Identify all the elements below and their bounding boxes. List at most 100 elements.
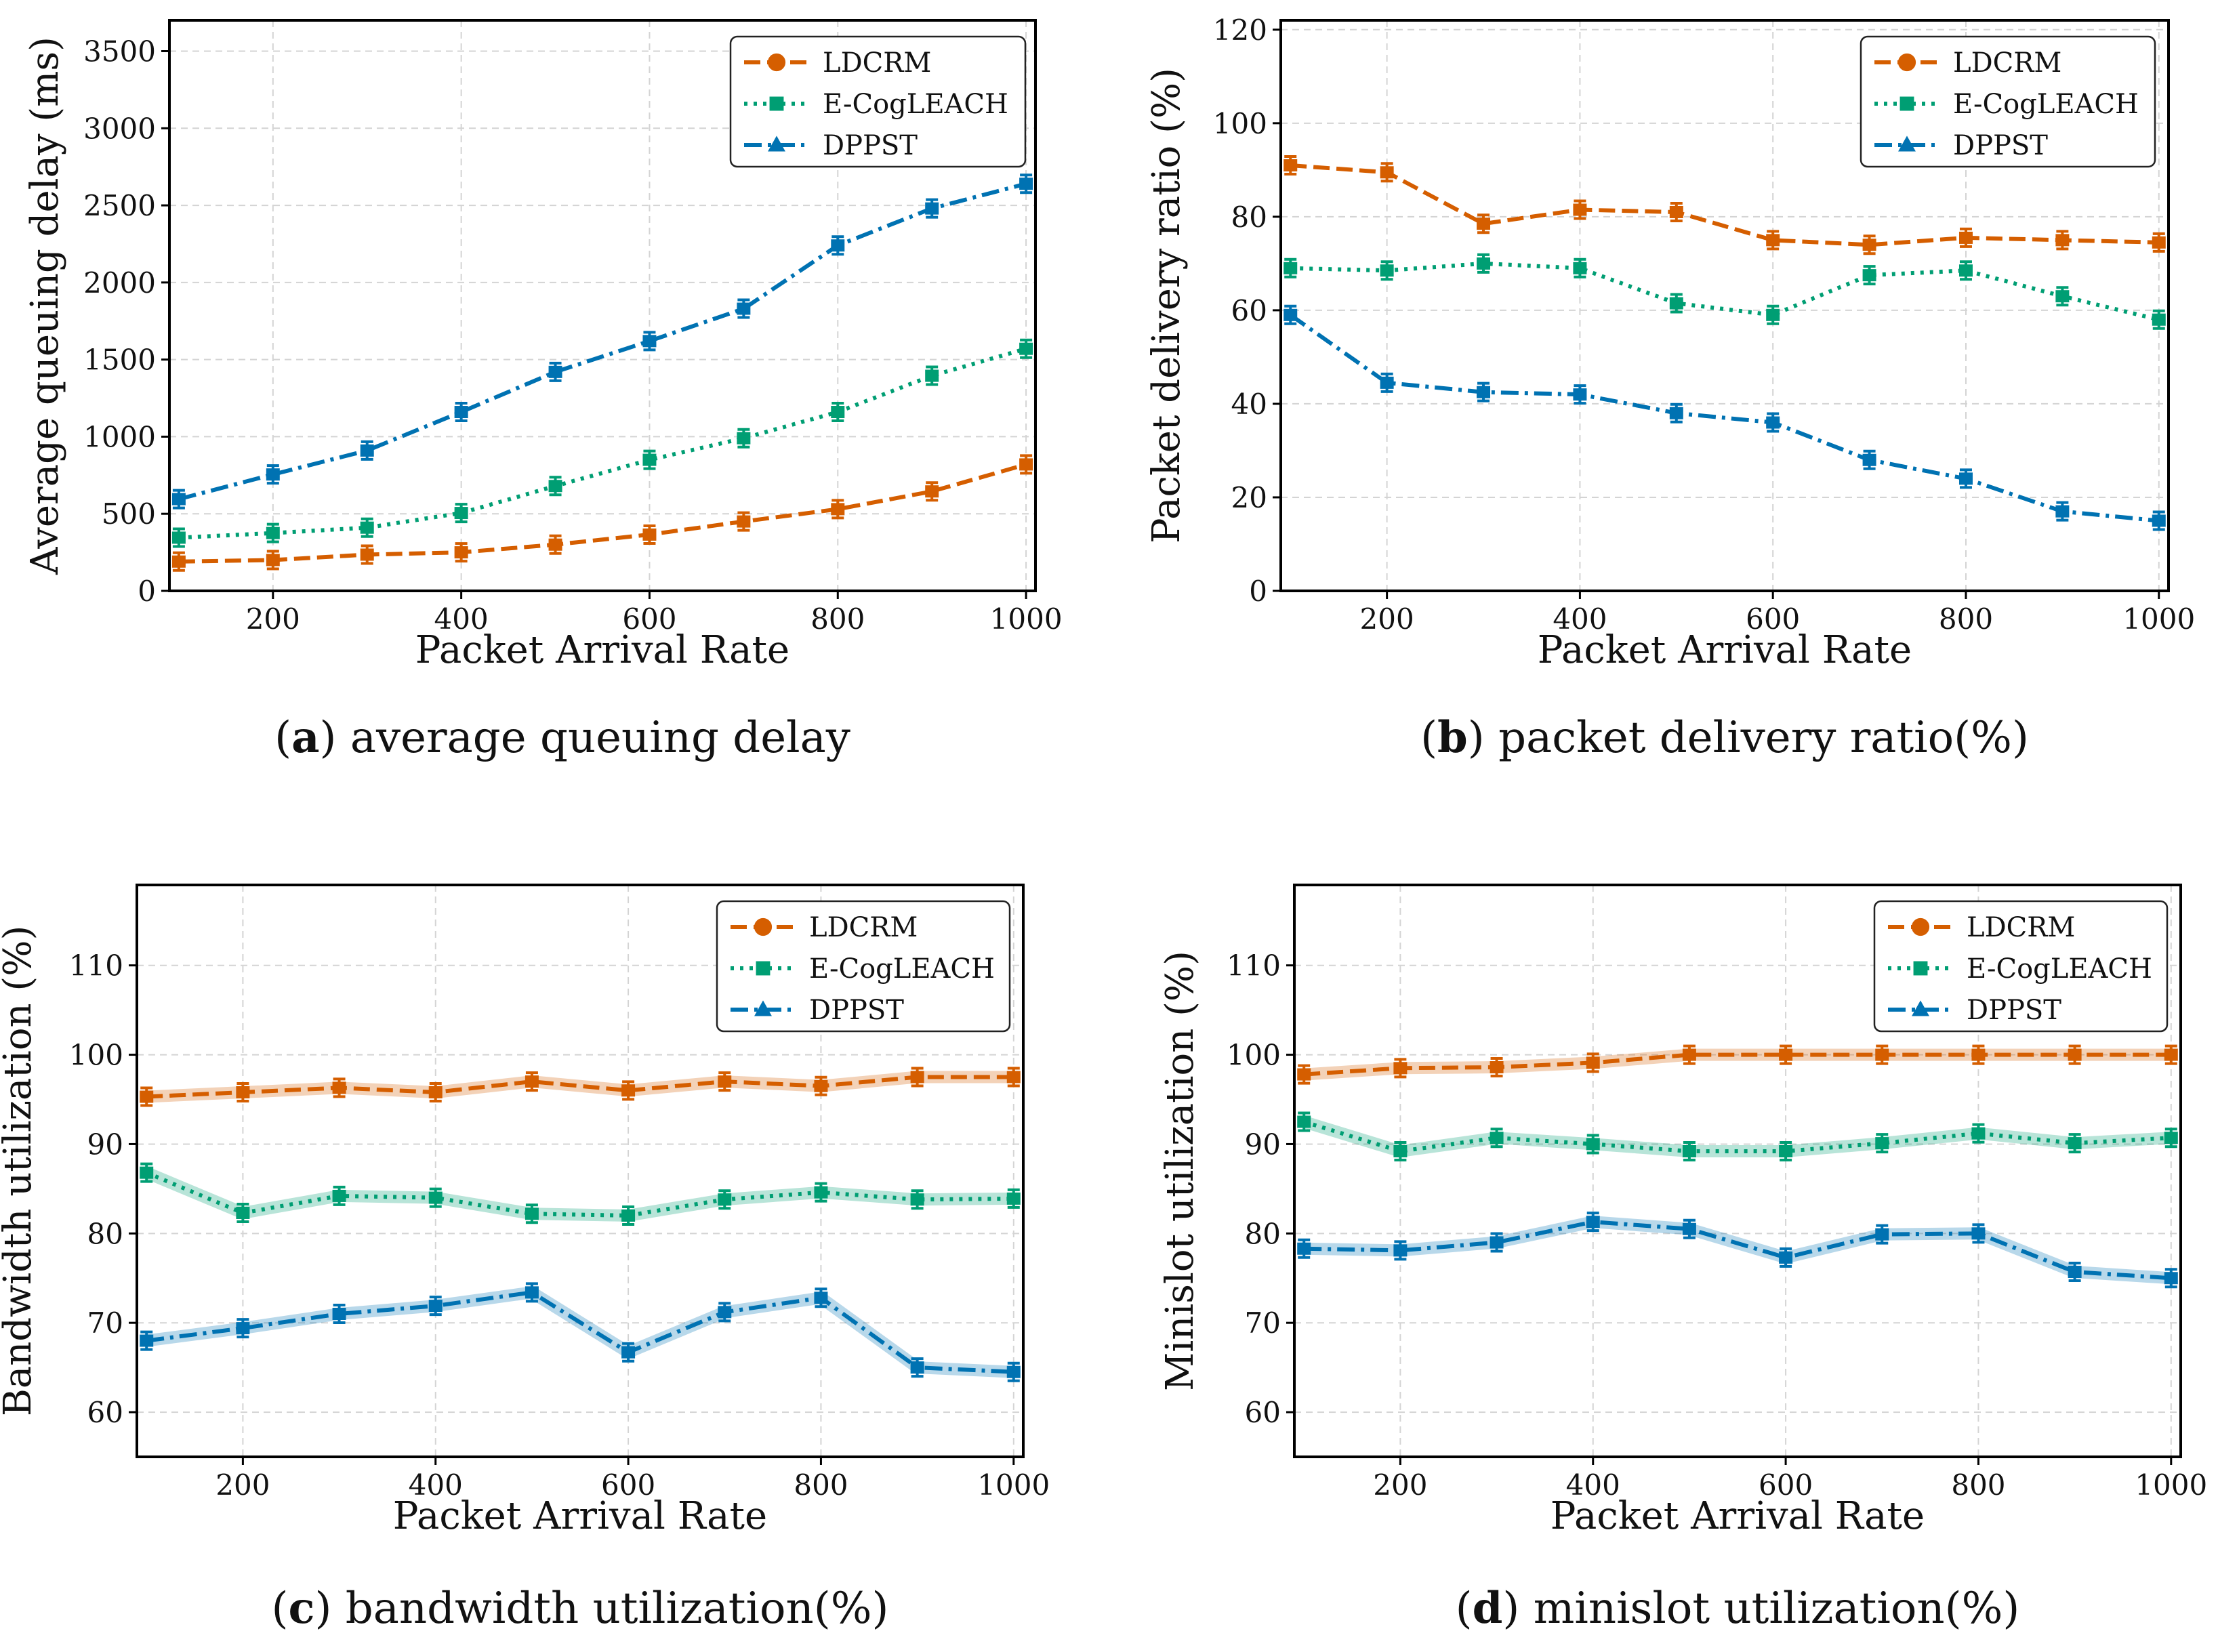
legend-marker [1912, 1000, 1929, 1016]
data-point [525, 1207, 539, 1220]
caption-text: average queuing delay [337, 713, 850, 763]
caption-text: packet delivery ratio(%) [1485, 713, 2029, 763]
data-point [642, 335, 657, 348]
caption-open-paren: ( [1420, 713, 1437, 763]
legend-label: LDCRM [823, 47, 931, 79]
series-line [1290, 163, 2159, 247]
data-point [621, 1209, 636, 1222]
legend-label: LDCRM [809, 912, 918, 943]
data-point [1006, 1192, 1021, 1205]
legend-label: DPPST [1953, 130, 2048, 161]
x-axis-label: Packet Arrival Rate [1550, 1494, 1925, 1538]
data-point [1380, 166, 1394, 179]
panel-b: 200 400 600 800 1000 0 20 40 60 80 100 120 Packet Ar… [1145, 14, 2195, 763]
data-point [428, 1191, 443, 1204]
data-point [236, 1206, 250, 1219]
panel-caption: (c) bandwidth utilization(%) [272, 1583, 889, 1634]
series-e-cogleach [171, 338, 1033, 548]
data-point [831, 239, 845, 252]
data-point [831, 406, 845, 419]
data-point [1477, 218, 1491, 230]
y-axis-label: Bandwidth utilization (%) [0, 926, 40, 1417]
x-tick-label: 400 [1566, 1468, 1620, 1502]
series-ldcrm [171, 454, 1033, 572]
legend-label: LDCRM [1967, 912, 2075, 943]
data-point [525, 1286, 539, 1299]
x-tick-label: 400 [409, 1468, 463, 1502]
data-point [910, 1193, 924, 1206]
data-point [1393, 1244, 1408, 1257]
axes-frame [1293, 884, 2182, 1458]
legend-entry-ldcrm: LDCRM [1888, 912, 2075, 943]
x-tick-label: 600 [1759, 1468, 1813, 1502]
x-tick-label: 400 [434, 602, 489, 636]
data-point [1766, 416, 1780, 429]
data-point [454, 507, 468, 520]
legend-entry-e-cogleach: E-CogLEACH [1874, 89, 2139, 120]
legend-label: DPPST [823, 130, 918, 161]
y-tick-label: 60 [1231, 294, 1267, 327]
y-axis-label: Packet delivery ratio (%) [1145, 68, 1189, 543]
legend-box [716, 900, 1011, 1033]
data-point [2055, 505, 2070, 518]
legend-entry-dppst: DPPST [1888, 995, 2061, 1026]
y-tick-label: 110 [69, 949, 123, 983]
legend-entry-e-cogleach: E-CogLEACH [1888, 953, 2152, 985]
data-point [642, 453, 657, 466]
data-point [548, 538, 562, 551]
x-tick-label: 600 [622, 602, 676, 636]
y-tick-label: 100 [1227, 1039, 1281, 1072]
data-point [1490, 1236, 1504, 1249]
caption-open-paren: ( [274, 713, 291, 763]
caption-letter: d [1473, 1583, 1503, 1634]
data-point [266, 554, 280, 566]
data-point [814, 1292, 828, 1304]
data-point [1019, 178, 1033, 190]
data-point [1297, 1068, 1311, 1081]
confidence-band [140, 1166, 1020, 1222]
x-tick-label: 800 [1939, 602, 1993, 636]
data-point [1669, 205, 1683, 218]
legend-label: LDCRM [1953, 47, 2061, 79]
data-point [454, 546, 468, 559]
legend: LDCRM E-CogLEACH DPPST [1873, 900, 2169, 1033]
series-line [1289, 313, 2160, 523]
legend-marker [756, 961, 771, 976]
caption-close-paren: ) [1502, 1584, 1519, 1634]
series-e-cogleach [1283, 253, 2166, 330]
data-point [1006, 1365, 1021, 1378]
y-tick-label: 60 [87, 1396, 123, 1429]
caption-close-paren: ) [314, 1584, 331, 1634]
data-point [1573, 262, 1587, 274]
data-point [718, 1306, 732, 1319]
series-line [146, 1290, 1014, 1374]
series-ldcrm [1297, 1044, 2178, 1085]
legend-marker [754, 917, 773, 936]
legend-marker [768, 136, 785, 152]
legend-entry-dppst: DPPST [731, 995, 904, 1026]
data-point [814, 1079, 828, 1092]
data-point [1490, 1061, 1504, 1074]
caption-text: bandwidth utilization(%) [331, 1584, 888, 1634]
data-point [1283, 308, 1298, 321]
y-axis-label: Average queuing delay (ms) [23, 37, 67, 575]
data-point [1669, 407, 1683, 419]
caption-letter: b [1437, 712, 1468, 763]
data-point [1779, 1048, 1793, 1061]
data-point [1958, 264, 1973, 277]
data-point [1862, 269, 1876, 282]
y-tick-label: 120 [1213, 14, 1267, 47]
caption-letter: c [288, 1583, 314, 1634]
caption-open-paren: ( [1456, 1584, 1473, 1634]
data-point [2055, 234, 2070, 247]
data-point [737, 432, 751, 445]
data-point [2152, 313, 2166, 326]
x-axis-label: Packet Arrival Rate [1538, 628, 1912, 672]
y-tick-label: 90 [1245, 1128, 1281, 1161]
legend-marker [1899, 96, 1914, 111]
confidence-band [140, 1286, 1020, 1378]
data-point [236, 1322, 250, 1335]
caption-close-paren: ) [1468, 713, 1485, 763]
data-point [910, 1361, 924, 1374]
y-tick-label: 70 [87, 1306, 123, 1340]
